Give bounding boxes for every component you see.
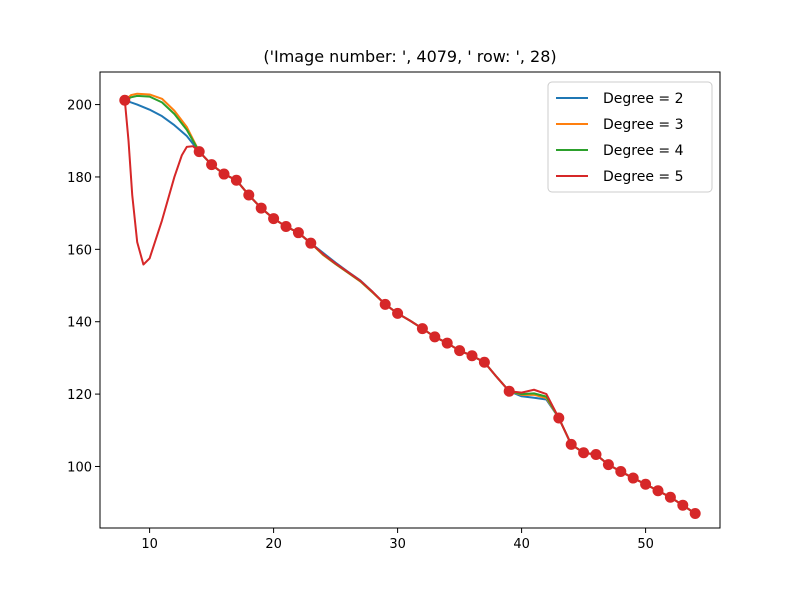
legend: Degree = 2 Degree = 3 Degree = 4 Degree = 5 <box>547 81 713 193</box>
legend-entry-label: Degree = 4 <box>603 143 684 159</box>
data-point-marker <box>268 213 280 225</box>
data-point-marker <box>379 298 391 310</box>
data-point-marker <box>193 146 205 158</box>
legend-entry-label: Degree = 2 <box>603 91 684 107</box>
data-point-marker <box>392 307 404 319</box>
y-tick-label: 180 <box>67 171 92 186</box>
x-tick-label: 50 <box>637 537 654 552</box>
data-point-marker <box>503 385 515 397</box>
y-axis: 100 120 140 160 180 200 <box>67 99 100 475</box>
x-axis: 10 20 30 40 50 <box>141 528 654 552</box>
data-point-marker <box>206 159 218 171</box>
data-point-marker <box>478 356 490 368</box>
data-point-marker <box>664 491 676 503</box>
data-point-marker <box>230 174 242 186</box>
data-point-marker <box>578 447 590 459</box>
data-point-marker <box>255 202 267 214</box>
data-point-marker <box>218 168 230 180</box>
data-point-marker <box>565 438 577 450</box>
data-point-marker <box>429 331 441 343</box>
legend-entry-label: Degree = 5 <box>603 169 684 185</box>
data-point-marker <box>652 485 664 497</box>
y-tick-label: 100 <box>67 460 92 475</box>
series-line-degree-5 <box>123 99 697 515</box>
data-point-marker <box>689 508 701 520</box>
x-tick-label: 10 <box>141 537 158 552</box>
data-point-marker <box>640 478 652 490</box>
data-point-marker <box>677 499 689 511</box>
data-point-marker <box>119 94 131 106</box>
marker-layer <box>119 94 701 520</box>
data-point-marker <box>466 350 478 362</box>
x-tick-label: 20 <box>265 537 282 552</box>
y-tick-label: 200 <box>67 99 92 114</box>
data-point-marker <box>243 189 255 201</box>
data-point-marker <box>454 345 466 357</box>
data-point-marker <box>441 337 453 349</box>
legend-entry-label: Degree = 3 <box>603 117 684 133</box>
data-point-marker <box>416 323 428 335</box>
chart-title: ('Image number: ', 4079, ' row: ', 28) <box>263 47 556 66</box>
y-tick-label: 140 <box>67 316 92 331</box>
data-point-marker <box>615 466 627 478</box>
data-point-marker <box>305 237 317 249</box>
data-point-marker <box>627 472 639 484</box>
x-tick-label: 30 <box>389 537 406 552</box>
data-point-marker <box>602 459 614 471</box>
data-point-marker <box>292 227 304 239</box>
legend-box <box>547 81 713 193</box>
data-point-marker <box>553 412 565 424</box>
y-tick-label: 120 <box>67 388 92 403</box>
x-tick-label: 40 <box>513 537 530 552</box>
data-point-marker <box>590 449 602 461</box>
y-tick-label: 160 <box>67 243 92 258</box>
plot-frame <box>99 71 721 529</box>
data-point-marker <box>280 221 292 233</box>
